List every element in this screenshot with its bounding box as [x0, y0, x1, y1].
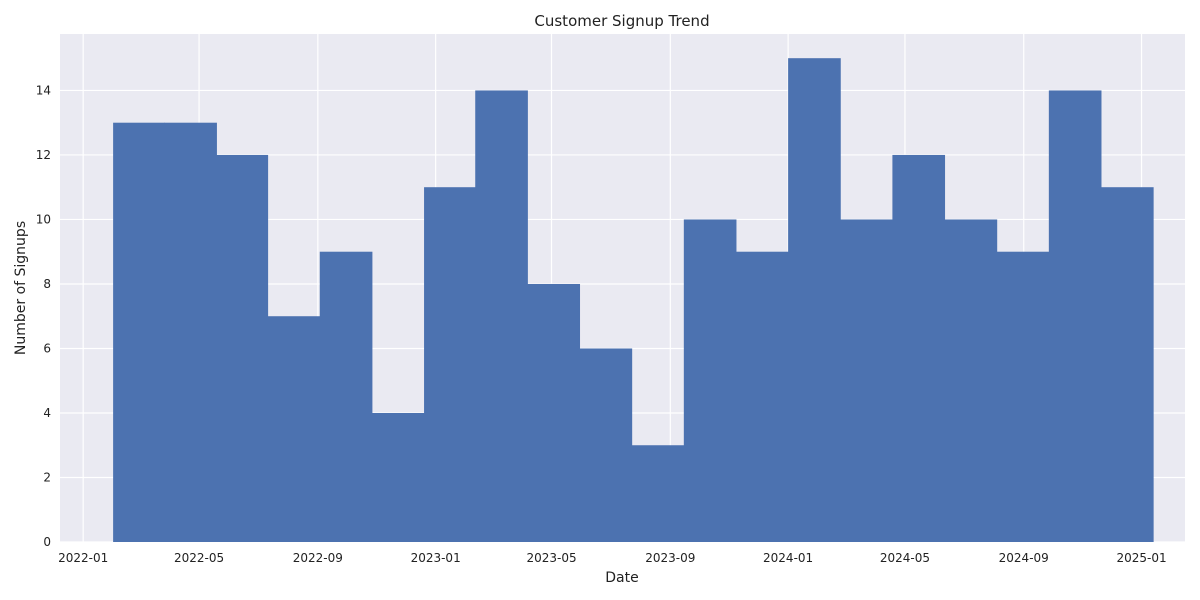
x-tick-label: 2022-09 [293, 551, 343, 565]
histogram-bar [527, 283, 581, 542]
histogram-bar [371, 412, 425, 542]
histogram-bar [892, 154, 946, 542]
x-tick-label: 2024-01 [763, 551, 813, 565]
histogram-bar [631, 445, 685, 542]
y-tick-label: 14 [36, 83, 51, 97]
y-tick-label: 4 [43, 406, 51, 420]
x-tick-label: 2024-05 [880, 551, 930, 565]
histogram-bar [1048, 90, 1102, 542]
y-axis-label: Number of Signups [13, 221, 29, 355]
x-tick-label: 2023-01 [411, 551, 461, 565]
histogram-bar [216, 154, 269, 542]
x-tick-label: 2023-05 [526, 551, 576, 565]
histogram-bar [164, 122, 217, 542]
histogram-bar [319, 251, 373, 542]
histogram-bar [579, 348, 633, 542]
histogram-bar [944, 219, 998, 542]
histogram-bar [735, 251, 789, 542]
tick-labels: 2022-01 2022-05 2022-09 2023-01 2023-05 2023-… [36, 83, 1167, 565]
x-tick-label: 2022-05 [174, 551, 224, 565]
histogram-bar [113, 122, 165, 542]
y-tick-label: 12 [36, 148, 51, 162]
histogram-bar [475, 90, 528, 542]
x-tick-label: 2022-01 [58, 551, 108, 565]
histogram-bar [1100, 187, 1154, 542]
y-tick-label: 0 [43, 535, 51, 549]
histogram-bar [840, 219, 893, 542]
y-tick-label: 10 [36, 212, 51, 226]
y-tick-label: 2 [43, 470, 51, 484]
histogram-bars [113, 58, 1154, 542]
histogram-bar [424, 187, 476, 542]
y-tick-label: 8 [43, 277, 51, 291]
histogram-bar [788, 58, 841, 542]
x-tick-label: 2023-09 [645, 551, 695, 565]
chart-title: Customer Signup Trend [534, 12, 709, 30]
histogram-bar [267, 316, 321, 542]
y-tick-label: 6 [43, 341, 51, 355]
histogram-bar [996, 251, 1050, 542]
histogram-bar [683, 219, 737, 542]
x-tick-label: 2025-01 [1116, 551, 1166, 565]
x-tick-label: 2024-09 [999, 551, 1049, 565]
x-axis-label: Date [605, 570, 638, 586]
